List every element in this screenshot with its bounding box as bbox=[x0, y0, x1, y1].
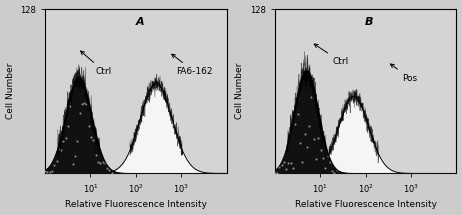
Point bbox=[328, 169, 336, 172]
Point bbox=[101, 161, 109, 165]
Point bbox=[298, 160, 306, 163]
Point bbox=[55, 147, 62, 150]
Point bbox=[282, 167, 290, 171]
Point bbox=[296, 141, 304, 145]
Point bbox=[308, 95, 315, 98]
Point bbox=[292, 122, 299, 125]
Text: Ctrl: Ctrl bbox=[81, 51, 112, 76]
Point bbox=[324, 155, 331, 158]
Point bbox=[85, 124, 92, 127]
Point bbox=[275, 166, 283, 169]
Y-axis label: Cell Number: Cell Number bbox=[6, 63, 15, 120]
Point bbox=[64, 124, 72, 128]
Text: B: B bbox=[365, 17, 373, 27]
Point bbox=[106, 168, 113, 171]
Point bbox=[271, 171, 278, 175]
Point bbox=[331, 171, 338, 174]
Point bbox=[48, 169, 55, 172]
Point bbox=[280, 161, 287, 164]
Text: Pos: Pos bbox=[390, 64, 417, 83]
Point bbox=[97, 161, 104, 165]
Point bbox=[273, 171, 280, 175]
Point bbox=[71, 155, 79, 158]
Point bbox=[289, 166, 297, 169]
Point bbox=[303, 145, 310, 149]
Point bbox=[83, 102, 90, 106]
Point bbox=[326, 160, 334, 164]
Point bbox=[90, 138, 97, 142]
Point bbox=[43, 170, 51, 174]
Point bbox=[108, 171, 116, 174]
Point bbox=[312, 158, 320, 161]
Point bbox=[333, 169, 340, 172]
Point bbox=[46, 170, 53, 174]
Point bbox=[317, 148, 324, 152]
Point bbox=[99, 160, 106, 164]
Point bbox=[57, 149, 65, 152]
Text: FA6-162: FA6-162 bbox=[172, 54, 213, 76]
X-axis label: Relative Fluorescence Intensity: Relative Fluorescence Intensity bbox=[65, 200, 207, 209]
Point bbox=[80, 102, 88, 105]
Point bbox=[53, 160, 60, 163]
Point bbox=[87, 135, 95, 138]
Point bbox=[73, 139, 81, 143]
Point bbox=[315, 136, 322, 139]
Point bbox=[92, 153, 99, 157]
Point bbox=[322, 167, 329, 170]
Point bbox=[103, 167, 111, 170]
Point bbox=[62, 136, 69, 139]
Point bbox=[287, 162, 294, 165]
Point bbox=[67, 104, 74, 108]
Point bbox=[310, 137, 317, 141]
Point bbox=[301, 132, 308, 135]
Point bbox=[285, 161, 292, 164]
Point bbox=[278, 163, 285, 166]
Point bbox=[78, 102, 85, 105]
Text: A: A bbox=[135, 17, 144, 27]
X-axis label: Relative Fluorescence Intensity: Relative Fluorescence Intensity bbox=[295, 200, 437, 209]
Point bbox=[305, 124, 313, 127]
Y-axis label: Cell Number: Cell Number bbox=[235, 63, 244, 120]
Point bbox=[94, 161, 102, 164]
Point bbox=[50, 163, 58, 167]
Point bbox=[76, 112, 83, 115]
Point bbox=[60, 139, 67, 142]
Point bbox=[319, 156, 327, 160]
Point bbox=[41, 169, 49, 173]
Text: Ctrl: Ctrl bbox=[314, 44, 349, 66]
Point bbox=[69, 163, 76, 166]
Point bbox=[294, 113, 301, 116]
